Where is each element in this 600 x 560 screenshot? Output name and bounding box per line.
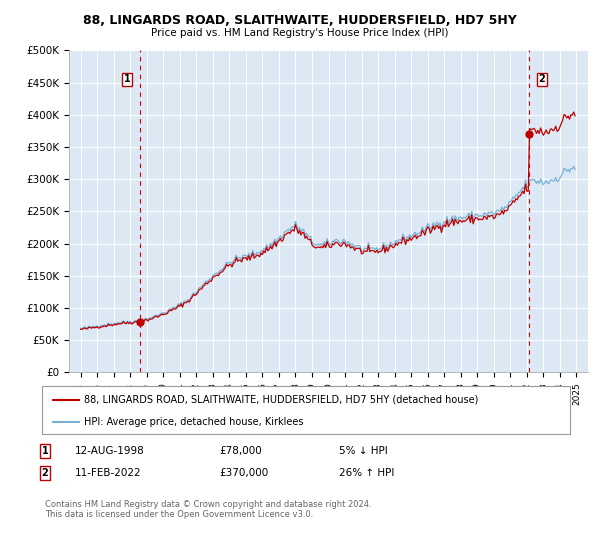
Text: 26% ↑ HPI: 26% ↑ HPI (339, 468, 394, 478)
Text: £78,000: £78,000 (219, 446, 262, 456)
FancyBboxPatch shape (42, 386, 570, 434)
Text: 11-FEB-2022: 11-FEB-2022 (75, 468, 142, 478)
Text: 12-AUG-1998: 12-AUG-1998 (75, 446, 145, 456)
Text: 1: 1 (41, 446, 49, 456)
Text: 2: 2 (539, 74, 545, 85)
Text: 88, LINGARDS ROAD, SLAITHWAITE, HUDDERSFIELD, HD7 5HY (detached house): 88, LINGARDS ROAD, SLAITHWAITE, HUDDERSF… (84, 395, 479, 405)
Text: HPI: Average price, detached house, Kirklees: HPI: Average price, detached house, Kirk… (84, 417, 304, 427)
Text: £370,000: £370,000 (219, 468, 268, 478)
Text: 5% ↓ HPI: 5% ↓ HPI (339, 446, 388, 456)
Text: 88, LINGARDS ROAD, SLAITHWAITE, HUDDERSFIELD, HD7 5HY: 88, LINGARDS ROAD, SLAITHWAITE, HUDDERSF… (83, 14, 517, 27)
Text: 1: 1 (124, 74, 131, 85)
Text: 2: 2 (41, 468, 49, 478)
Text: Contains HM Land Registry data © Crown copyright and database right 2024.
This d: Contains HM Land Registry data © Crown c… (45, 500, 371, 519)
Text: Price paid vs. HM Land Registry's House Price Index (HPI): Price paid vs. HM Land Registry's House … (151, 28, 449, 38)
